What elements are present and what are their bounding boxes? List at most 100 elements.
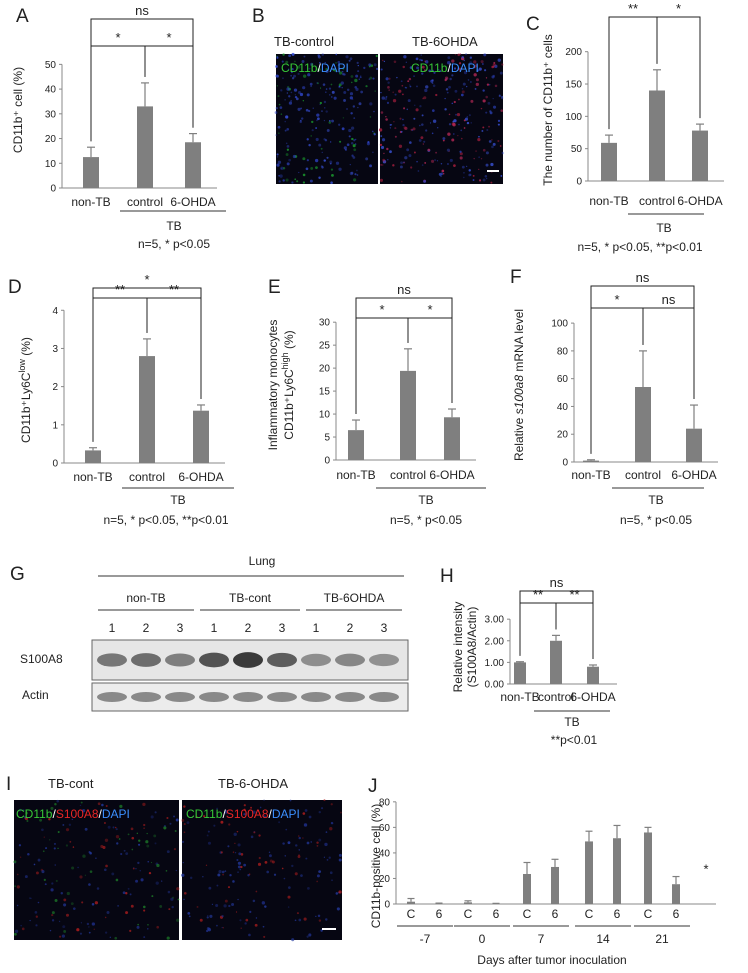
micro-b-image-6ohda-dot bbox=[459, 53, 462, 55]
micro-b-image-control-dot bbox=[317, 117, 320, 121]
micro-b-image-6ohda-dot bbox=[497, 140, 500, 143]
micro-i-image-cont-dot bbox=[48, 839, 51, 841]
chart-d-tick-label: 1 bbox=[52, 420, 58, 431]
western-blot: non-TB TB-cont TB-6OHDA 1 2 3 1 2 3 1 2 3 bbox=[91, 591, 409, 712]
micro-b-image-6ohda-dot bbox=[473, 73, 477, 77]
micro-b-image-6ohda-dot bbox=[475, 82, 479, 87]
micro-i-image-6ohda-dot bbox=[189, 876, 193, 880]
micro-i-image-6ohda-dot bbox=[237, 843, 241, 847]
micro-b-image-control-dot bbox=[356, 174, 359, 176]
micro-b-image-control-dot bbox=[321, 110, 323, 113]
micro-b-image-control-dot bbox=[354, 78, 358, 83]
micro-b-image-6ohda-dot bbox=[451, 138, 455, 142]
micro-b-image-6ohda-dot bbox=[389, 127, 392, 129]
micro-i-image-6ohda-dot bbox=[329, 827, 333, 831]
micro-b-image-control-dot bbox=[346, 88, 350, 92]
micro-i-image-cont-dot bbox=[22, 809, 25, 812]
micro-i-image-6ohda-dot bbox=[330, 821, 334, 825]
micro-i-image-6ohda-dot bbox=[221, 870, 225, 874]
micro-b-image-control-dot bbox=[309, 179, 313, 183]
micro-b-image-control-dot bbox=[319, 103, 321, 106]
micro-b-image-6ohda-dot bbox=[403, 55, 407, 59]
micro-b-image-6ohda-dot bbox=[396, 76, 398, 79]
micro-i-image-cont-dot bbox=[120, 852, 123, 856]
micro-b-title-1: TB-control bbox=[274, 34, 334, 49]
micro-b-image-6ohda-dot bbox=[446, 91, 449, 94]
micro-b-image-control-dot bbox=[325, 91, 327, 93]
micro-b-image-6ohda-dot bbox=[485, 151, 489, 155]
micro-b-image-control-dot bbox=[331, 90, 335, 94]
micro-i-image-cont-dot bbox=[114, 826, 117, 829]
micro-b-image-control-dot bbox=[281, 60, 284, 63]
micro-b-image-control-dot bbox=[332, 69, 335, 72]
micro-b-image-control-dot bbox=[280, 113, 283, 115]
micro-i-image-cont-dot bbox=[148, 871, 152, 875]
micro-b-image-control-dot bbox=[310, 135, 312, 137]
micro-b-image-control-dot bbox=[372, 77, 375, 80]
chart-d-significance-label: * bbox=[144, 272, 149, 287]
micro-i-image-cont-dot bbox=[72, 907, 76, 910]
micro-i-image-cont-dot bbox=[166, 850, 170, 854]
micro-i-image-6ohda-dot bbox=[243, 804, 246, 807]
micro-i-image-6ohda-dot bbox=[188, 915, 191, 918]
micro-b-image-6ohda-dot bbox=[469, 80, 472, 83]
micro-b-image-6ohda-dot bbox=[491, 75, 495, 79]
micro-i-image-cont-dot bbox=[127, 833, 130, 836]
micro-b-image-control-dot bbox=[348, 135, 351, 138]
micro-b-image-6ohda-dot bbox=[452, 123, 456, 127]
micro-i-image-6ohda-dot bbox=[239, 919, 242, 922]
micro-i-stain-2: CD11b/S100A8/DAPI bbox=[186, 807, 300, 821]
micro-i-image-cont-dot bbox=[81, 809, 86, 813]
micro-i-image-cont-dot bbox=[173, 815, 176, 818]
micro-b-image-6ohda-dot bbox=[459, 156, 463, 160]
micro-b-image-6ohda-dot bbox=[446, 148, 450, 152]
chart-e-tick-label: 25 bbox=[319, 341, 331, 352]
micro-i-image-cont-dot bbox=[102, 845, 106, 850]
chart-f-category-label: control bbox=[625, 468, 661, 482]
micro-i-image-6ohda-dot bbox=[239, 868, 242, 871]
micro-i-image-cont-dot bbox=[29, 919, 31, 922]
micro-b-image-control-dot bbox=[306, 138, 309, 141]
micro-i-image-6ohda-dot bbox=[234, 852, 237, 854]
micro-b-image-control-dot bbox=[302, 181, 306, 184]
micro-i-image-cont-dot bbox=[33, 863, 36, 866]
chart-j-xlabel: Days after tumor inoculation bbox=[477, 953, 626, 967]
micro-i-image-6ohda-dot bbox=[340, 811, 342, 814]
chart-c-tick-label: 0 bbox=[576, 177, 582, 188]
chart-h-tick-label: 2.00 bbox=[485, 636, 505, 647]
micro-b-image-6ohda-dot bbox=[484, 174, 488, 178]
micro-i-image-cont-dot bbox=[167, 890, 171, 894]
micro-i-image-cont-dot bbox=[104, 868, 107, 872]
micro-i-image-cont-dot bbox=[49, 929, 52, 932]
micro-b-image-control-dot bbox=[340, 81, 344, 85]
chart-d-significance-bracket bbox=[146, 297, 202, 399]
micro-b-image-6ohda-dot bbox=[486, 128, 489, 131]
micro-b-image-control-dot bbox=[297, 72, 300, 76]
micro-b-image-6ohda-dot bbox=[458, 67, 462, 71]
micro-i-image-6ohda-dot bbox=[295, 844, 298, 847]
micro-b-image-control-dot bbox=[373, 110, 375, 113]
micro-i-image-6ohda-dot bbox=[287, 895, 291, 899]
micro-b-image-6ohda-dot bbox=[466, 121, 470, 125]
blot-group-label: non-TB bbox=[126, 591, 165, 605]
micro-i-image-6ohda-dot bbox=[244, 922, 247, 925]
micro-b-image-control-dot bbox=[305, 167, 309, 171]
micro-b-image-6ohda-dot bbox=[499, 145, 502, 147]
chart-j-category-label: 6 bbox=[436, 907, 443, 921]
micro-i-image-cont-dot bbox=[18, 808, 22, 812]
micro-b-image-control-dot bbox=[325, 67, 328, 71]
micro-i-image-6ohda-dot bbox=[328, 856, 331, 859]
chart-a-group-label: TB bbox=[166, 219, 181, 233]
micro-b-image-6ohda-dot bbox=[451, 59, 455, 63]
micro-b-image-6ohda-dot bbox=[386, 101, 390, 104]
micro-b-image-control-dot bbox=[363, 66, 366, 70]
micro-b-image-control-dot bbox=[366, 142, 370, 146]
micro-b-image-control-dot bbox=[292, 154, 297, 159]
micro-b-image-6ohda-dot bbox=[400, 130, 403, 133]
micro-b-image-control-dot bbox=[328, 87, 332, 90]
micro-i-image-6ohda-dot bbox=[249, 910, 252, 913]
micro-b-image-control-dot bbox=[369, 76, 373, 80]
micro-i-image-cont-dot bbox=[70, 902, 74, 906]
micro-i-image-cont-dot bbox=[137, 843, 141, 846]
